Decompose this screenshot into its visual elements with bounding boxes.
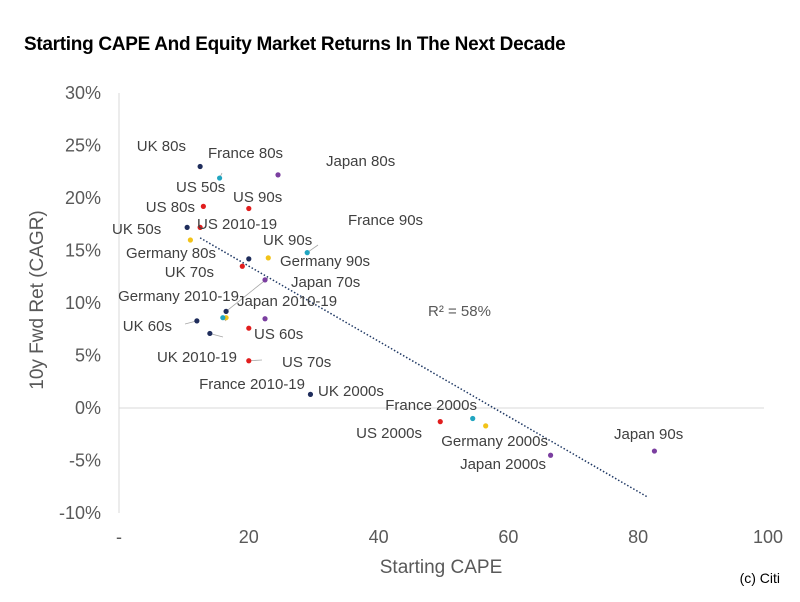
y-tick-label: 20% xyxy=(65,188,101,208)
axes: 30% 25% 20% 15% 10% 5% 0% -5% -10%- 20 40 60 80 100 xyxy=(59,83,783,547)
data-point xyxy=(246,205,252,212)
point-label: UK 60s xyxy=(123,318,172,335)
point-label: France 2010-19 xyxy=(199,376,305,393)
source-credit: (c) Citi xyxy=(739,570,780,586)
y-tick-label: 30% xyxy=(65,83,101,103)
point-label: US 90s xyxy=(233,189,282,206)
point-label: US 80s xyxy=(146,199,195,216)
point-label: Germany 80s xyxy=(126,245,216,262)
data-point xyxy=(651,448,658,454)
data-point xyxy=(197,224,203,230)
point-label: US 50s xyxy=(176,179,225,196)
trendline-layer xyxy=(199,237,649,498)
point-label: Japan 90s xyxy=(614,426,683,443)
point-label: UK 50s xyxy=(112,221,161,238)
x-tick-label: 40 xyxy=(369,527,389,547)
trendline xyxy=(199,237,649,498)
point-label: UK 70s xyxy=(165,264,214,281)
point-label: Japan 80s xyxy=(326,153,395,170)
data-point xyxy=(246,256,252,262)
point-label: UK 80s xyxy=(137,138,186,155)
point-labels: UK 80s France 80s Japan 80s US 50s US 90s US … xyxy=(112,138,683,473)
data-point xyxy=(483,423,489,429)
point-label: US 2010-19 xyxy=(197,216,277,233)
point-label: Germany 2010-19 xyxy=(118,288,239,305)
data-point xyxy=(207,330,213,337)
data-points xyxy=(184,163,658,458)
y-tick-label: 25% xyxy=(65,136,101,156)
data-point xyxy=(223,308,229,314)
data-point xyxy=(275,172,281,178)
data-point xyxy=(304,250,310,256)
point-label: France 90s xyxy=(348,212,423,229)
point-label: Japan 2000s xyxy=(460,456,546,473)
y-tick-label: -5% xyxy=(69,451,101,471)
data-point xyxy=(262,316,268,322)
data-point xyxy=(547,452,554,458)
point-label: France 2000s xyxy=(385,397,477,414)
point-label: Germany 90s xyxy=(280,253,370,270)
data-point xyxy=(216,175,223,181)
y-tick-label: 0% xyxy=(75,398,101,418)
data-point xyxy=(194,318,200,324)
x-tick-label: 60 xyxy=(498,527,518,547)
point-label: UK 2000s xyxy=(318,383,384,400)
x-tick-label: - xyxy=(116,527,122,547)
x-tick-label: 80 xyxy=(628,527,648,547)
data-point xyxy=(197,163,203,170)
point-label: France 80s xyxy=(208,145,283,162)
leader-line xyxy=(225,277,269,312)
point-label: US 2000s xyxy=(356,425,422,442)
y-axis-title: 10y Fwd Ret (CAGR) xyxy=(27,210,48,389)
x-tick-label: 20 xyxy=(239,527,259,547)
y-tick-label: 10% xyxy=(65,293,101,313)
point-label: Germany 2000s xyxy=(441,433,548,450)
data-point xyxy=(184,224,190,230)
data-point xyxy=(265,255,271,261)
point-label: US 60s xyxy=(254,326,303,343)
x-axis-title: Starting CAPE xyxy=(380,557,503,578)
point-label: US 70s xyxy=(282,354,331,371)
point-label: UK 2010-19 xyxy=(157,349,237,366)
data-point xyxy=(246,325,252,331)
data-point xyxy=(220,315,226,321)
data-point xyxy=(262,277,268,283)
data-point xyxy=(239,263,245,269)
y-tick-label: 15% xyxy=(65,241,101,261)
data-point xyxy=(470,415,476,422)
x-tick-label: 100 xyxy=(753,527,783,547)
data-point xyxy=(246,358,252,364)
point-label: Japan 2010-19 xyxy=(237,293,337,310)
y-tick-label: 5% xyxy=(75,346,101,366)
point-label: Japan 70s xyxy=(291,274,360,291)
chart-title: Starting CAPE And Equity Market Returns … xyxy=(24,34,566,55)
r-squared-annotation: R² = 58% xyxy=(428,303,491,320)
data-point xyxy=(437,419,443,425)
data-point xyxy=(307,391,314,397)
data-point xyxy=(187,237,193,243)
y-tick-label: -10% xyxy=(59,503,101,523)
point-label: UK 90s xyxy=(263,232,312,249)
data-point xyxy=(200,203,206,209)
